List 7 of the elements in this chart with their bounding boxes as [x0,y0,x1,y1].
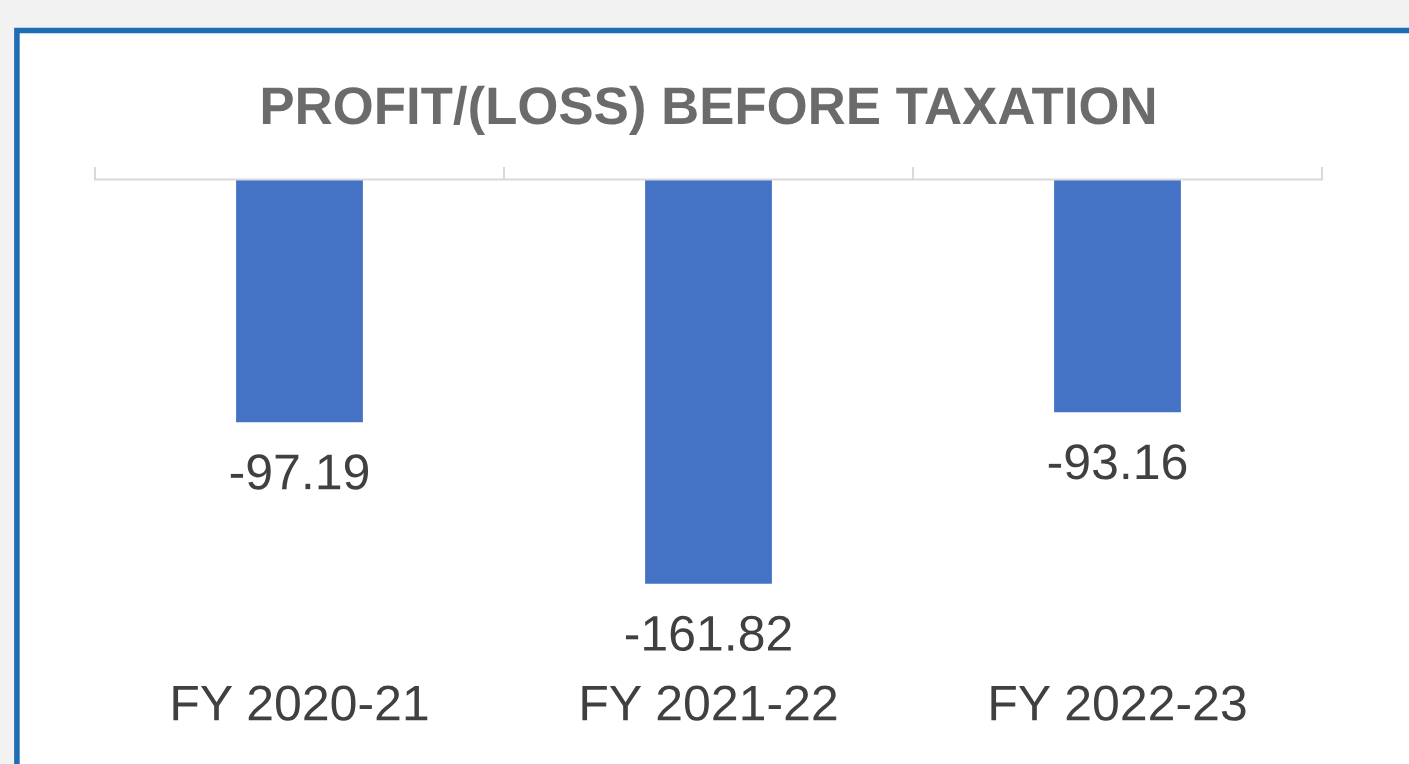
x-tick-label: FY 2022-23 [991,685,1246,721]
data-label: -161.82 [625,615,791,652]
chart-title: PROFIT/(LOSS) BEFORE TAXATION [262,85,1155,135]
x-tick-label: FY 2021-22 [582,685,837,721]
x-tick-label: FY 2020-21 [173,685,428,721]
data-label: -93.16 [1048,444,1187,480]
data-label: -97.19 [230,454,369,490]
